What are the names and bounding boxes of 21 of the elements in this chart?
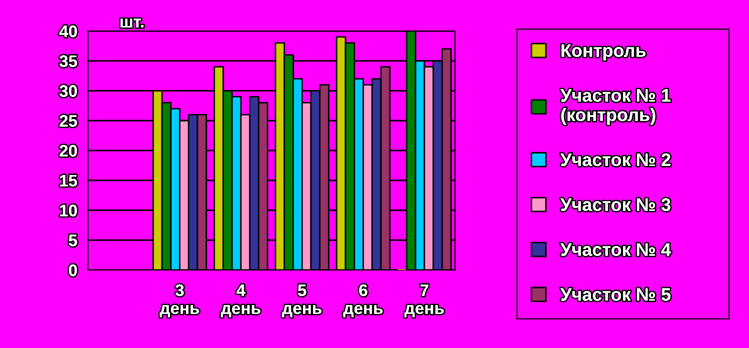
- y-tick-label: 0: [68, 264, 77, 276]
- y-tick-label: 40: [59, 25, 77, 38]
- x-tick-label: 6 день: [343, 284, 383, 318]
- legend-label: Участок № 4: [560, 243, 671, 256]
- y-tick-label: 10: [60, 204, 77, 216]
- x-tick-label: 7 день: [404, 284, 444, 318]
- legend-label: Участок № 1 (контроль): [560, 89, 671, 125]
- legend-label: Контроль: [562, 44, 646, 61]
- x-tick-label: 5 день: [282, 284, 322, 318]
- x-tick-label: 3 день: [160, 284, 200, 318]
- y-tick-label: 30: [59, 85, 77, 97]
- y-tick-label: 35: [59, 55, 78, 68]
- y-tick-label: 15: [60, 174, 78, 187]
- x-tick-label: 4 день: [220, 284, 260, 318]
- legend-label: Участок № 5: [560, 288, 671, 301]
- y-tick-label: 5: [68, 234, 78, 246]
- y-axis-title: шт.: [120, 18, 144, 28]
- y-tick-label: 25: [60, 115, 78, 127]
- legend-label: Участок № 2: [560, 153, 670, 166]
- legend-label: Участок № 3: [560, 198, 670, 212]
- y-tick-label: 20: [60, 144, 77, 157]
